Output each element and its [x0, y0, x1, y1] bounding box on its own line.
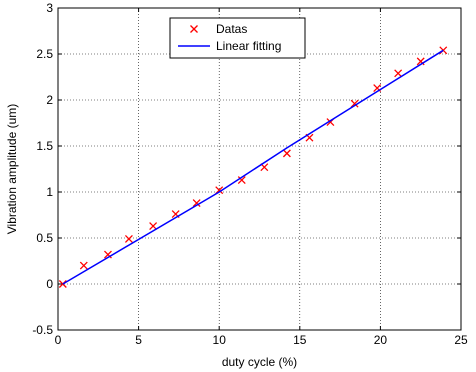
data-point	[350, 99, 359, 108]
y-tick-label: 0.5	[36, 231, 53, 245]
y-axis-label: Vibration amplitude (um)	[5, 104, 19, 235]
x-tick-label: 25	[454, 333, 468, 347]
data-point-stroke	[104, 250, 112, 259]
y-tick-label: 1.5	[36, 139, 53, 153]
fit-line	[62, 49, 444, 285]
y-tick-label: 1	[46, 185, 53, 199]
data-point-stroke	[171, 210, 180, 219]
data-point-stroke	[79, 261, 88, 270]
y-tick-label: 0	[46, 277, 53, 291]
data-point	[79, 261, 88, 270]
data-point-stroke	[124, 234, 133, 243]
legend-label: Linear fitting	[216, 39, 281, 53]
data-point-stroke	[237, 176, 246, 184]
x-axis-label: duty cycle (%)	[222, 355, 297, 369]
x-tick-label: 10	[213, 333, 227, 347]
legend-marker-swatch	[190, 25, 198, 33]
data-point	[192, 199, 201, 207]
tick-labels: 0 5 10 15 20 25-0.500.511.522.53	[32, 1, 468, 347]
data-point	[394, 69, 403, 78]
data-point-stroke	[282, 149, 291, 158]
data-point	[124, 234, 133, 243]
data-point	[282, 149, 291, 158]
data-point-stroke	[394, 69, 403, 78]
x-tick-label: 20	[374, 333, 388, 347]
y-tick-label: 3	[46, 1, 53, 15]
x-tick-label: 0	[55, 333, 62, 347]
data-point	[215, 186, 224, 195]
series-layer	[58, 46, 448, 288]
plot-area	[58, 8, 461, 330]
data-point-stroke	[305, 133, 314, 142]
y-tick-label: 2.5	[36, 47, 53, 61]
legend-box	[169, 17, 306, 59]
y-tick-label: -0.5	[32, 323, 53, 337]
data-point-stroke	[416, 57, 425, 66]
data-point-stroke	[192, 199, 201, 207]
x-tick-label: 15	[293, 333, 307, 347]
data-point-stroke	[149, 222, 158, 230]
data-point-stroke	[350, 99, 359, 108]
data-point-stroke	[373, 84, 382, 92]
x-tick-label: 5	[135, 333, 142, 347]
data-point-stroke	[260, 163, 269, 172]
legend: Datas Linear fitting	[169, 17, 306, 59]
data-point	[149, 222, 158, 230]
data-point-stroke	[215, 186, 224, 195]
plot-frame	[57, 7, 462, 331]
y-tick-label: 2	[46, 93, 53, 107]
legend-label: Datas	[216, 22, 247, 36]
data-point	[237, 176, 246, 184]
